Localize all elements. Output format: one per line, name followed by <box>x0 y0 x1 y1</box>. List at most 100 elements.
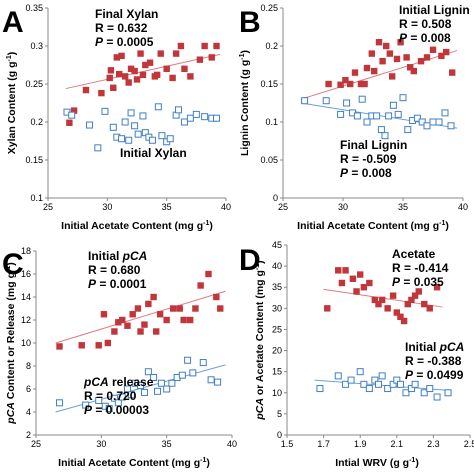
trendline <box>65 53 221 90</box>
panel-letter: A <box>2 6 24 39</box>
data-point <box>371 67 378 75</box>
data-point <box>324 305 331 312</box>
data-point <box>205 270 212 278</box>
x-tick-label: 2.3 <box>427 439 440 449</box>
y-tick-label: 0.2 <box>30 117 43 127</box>
data-point <box>186 114 194 122</box>
data-point <box>385 112 393 120</box>
data-point <box>365 385 373 393</box>
x-tick-label: 30 <box>96 439 106 449</box>
data-point <box>68 111 76 119</box>
y-tick-label: 0.15 <box>260 79 278 89</box>
data-point <box>100 311 108 318</box>
data-point <box>121 118 129 126</box>
data-point <box>101 107 109 115</box>
annotation-text: Final Xylan <box>95 7 158 21</box>
x-tick-label: 25 <box>278 202 288 212</box>
data-point <box>426 305 433 312</box>
x-tick-label: 35 <box>162 439 172 449</box>
data-point <box>394 110 402 118</box>
data-point <box>177 42 185 50</box>
data-point <box>393 309 400 316</box>
data-point <box>95 342 102 349</box>
data-point <box>141 129 149 137</box>
data-point <box>95 397 103 404</box>
annotation-text: Final Lignin <box>340 138 407 152</box>
data-point <box>334 372 342 380</box>
annotation-text: R = 0.508 <box>399 17 452 31</box>
x-tick-label: 40 <box>227 439 237 449</box>
data-point <box>98 89 105 97</box>
y-tick-label: 0.3 <box>30 41 43 51</box>
data-point <box>399 94 407 102</box>
y-tick-label: 18 <box>21 246 31 256</box>
data-point <box>201 42 208 50</box>
y-tick-label: 10 <box>21 338 31 348</box>
data-point <box>180 118 188 126</box>
data-point <box>109 123 117 131</box>
annotation-text: Initial Xylan <box>120 146 187 160</box>
y-axis-label: Xylan Content (g g-1) <box>6 52 18 154</box>
data-point <box>423 122 431 130</box>
data-point <box>56 399 64 407</box>
x-tick-label: 1.5 <box>281 439 294 449</box>
annotation-text: R = -0.414 <box>392 261 449 275</box>
data-point <box>301 97 309 105</box>
annotation-text: Acetate <box>392 247 436 261</box>
data-point <box>337 81 344 88</box>
data-point <box>148 136 156 144</box>
data-point <box>375 39 383 46</box>
data-point <box>82 86 90 94</box>
data-point <box>338 279 346 287</box>
y-tick-label: 45 <box>272 240 282 250</box>
y-tick-label: 14 <box>21 292 31 302</box>
data-point <box>404 126 412 134</box>
data-point <box>107 67 115 74</box>
data-point <box>150 374 158 381</box>
panel-c: 25 30 35 40 2 4 6 8 10 12 14 16 18 Initial Acetate Co… <box>0 237 237 473</box>
y-tick-label: 20 <box>272 346 282 356</box>
data-point <box>435 118 443 126</box>
data-point <box>207 376 215 384</box>
data-point <box>357 271 364 278</box>
data-point <box>118 393 126 401</box>
data-point <box>343 99 351 107</box>
chart-b: 25 30 35 40 0 0.05 0.1 0.15 0.2 0.25 Initial Aceta… <box>239 3 470 232</box>
data-point <box>82 401 90 409</box>
data-point <box>168 379 176 387</box>
data-point <box>420 389 428 397</box>
data-point <box>389 380 397 388</box>
data-point <box>129 311 136 318</box>
y-tick-label: 0.35 <box>25 3 43 13</box>
y-tick-label: 0.15 <box>25 155 43 165</box>
data-point <box>371 296 379 304</box>
x-tick-label: 1.9 <box>354 439 367 449</box>
data-point <box>316 385 324 393</box>
data-point <box>163 316 170 324</box>
data-point <box>153 71 161 79</box>
y-tick-label: 8 <box>26 361 31 371</box>
data-point <box>379 58 386 65</box>
data-point <box>358 95 366 103</box>
data-point <box>208 54 215 61</box>
data-point <box>363 118 371 126</box>
data-point <box>134 130 142 138</box>
x-tick-label: 1.7 <box>317 439 330 449</box>
annotation-text: P = 0.00003 <box>84 403 149 417</box>
data-point <box>411 380 419 388</box>
annotation-text: P = 0.0005 <box>95 35 154 49</box>
data-point <box>166 135 174 143</box>
data-point <box>153 328 160 335</box>
y-tick-label: 0.2 <box>265 41 278 51</box>
data-point <box>158 132 166 140</box>
x-tick-label: 30 <box>102 202 112 212</box>
data-point <box>124 322 131 329</box>
data-point <box>199 359 207 367</box>
x-tick-label: 25 <box>31 439 41 449</box>
data-point <box>217 305 224 312</box>
data-point <box>322 97 330 105</box>
annotation-text: pCA release <box>83 375 154 389</box>
data-point <box>342 77 349 84</box>
data-point <box>393 376 401 384</box>
data-point <box>127 391 135 399</box>
